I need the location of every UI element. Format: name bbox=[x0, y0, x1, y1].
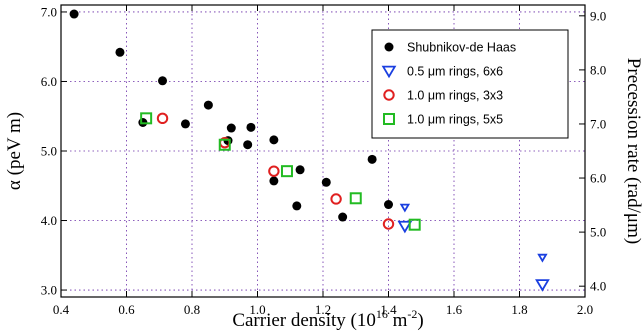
data-point bbox=[296, 165, 305, 174]
legend-label: Shubnikov-de Haas bbox=[407, 41, 516, 55]
data-point bbox=[331, 194, 340, 203]
data-point bbox=[115, 48, 124, 57]
y-tick-label-left: 7.0 bbox=[41, 4, 57, 19]
x-tick-label: 1.6 bbox=[446, 302, 463, 317]
y-tick-label-right: 9.0 bbox=[590, 8, 606, 23]
data-point bbox=[269, 166, 278, 175]
data-point bbox=[158, 114, 167, 123]
legend-label: 0.5 μm rings, 6x6 bbox=[407, 65, 503, 79]
legend: Shubnikov-de Haas 0.5 μm rings, 6x6 1.0 μm… bbox=[372, 30, 568, 138]
x-axis-title: Carrier density (1016 m-2) bbox=[232, 307, 423, 331]
legend-marker bbox=[385, 43, 394, 52]
legend-label: 1.0 μm rings, 5x5 bbox=[407, 113, 503, 127]
data-point bbox=[322, 178, 331, 187]
data-point bbox=[269, 176, 278, 185]
y-tick-label-right: 5.0 bbox=[590, 225, 606, 240]
data-point bbox=[368, 155, 377, 164]
data-point bbox=[246, 123, 255, 132]
x-tick-label: 0.8 bbox=[184, 302, 200, 317]
data-point bbox=[269, 135, 278, 144]
data-point bbox=[384, 200, 393, 209]
y-tick-label-left: 3.0 bbox=[41, 283, 57, 298]
y-tick-label-right: 4.0 bbox=[590, 279, 606, 294]
x-tick-label: 0.4 bbox=[53, 302, 70, 317]
data-point bbox=[384, 219, 393, 228]
data-point bbox=[282, 166, 292, 176]
data-point bbox=[243, 140, 252, 149]
data-point bbox=[539, 255, 546, 261]
data-point bbox=[70, 10, 79, 19]
data-point bbox=[227, 124, 236, 133]
legend-label: 1.0 μm rings, 3x3 bbox=[407, 89, 503, 103]
y-tick-label-right: 6.0 bbox=[590, 171, 606, 186]
y-axis-title-left: α (peV m) bbox=[4, 112, 25, 190]
data-point bbox=[351, 193, 361, 203]
y-tick-label-right: 8.0 bbox=[590, 62, 606, 77]
y-tick-label-left: 4.0 bbox=[41, 213, 57, 228]
data-point bbox=[338, 213, 347, 222]
x-tick-label: 2.0 bbox=[577, 302, 593, 317]
y-axis-title-right: Precession rate (rad/μm) bbox=[623, 58, 642, 244]
data-point bbox=[181, 119, 190, 128]
data-point bbox=[158, 76, 167, 85]
data-point bbox=[401, 205, 408, 211]
y-tick-label-left: 5.0 bbox=[41, 144, 57, 159]
y-tick-label-right: 7.0 bbox=[590, 116, 606, 131]
data-point bbox=[537, 280, 549, 290]
y-tick-label-left: 6.0 bbox=[41, 74, 57, 89]
x-tick-label: 0.6 bbox=[118, 302, 135, 317]
data-point bbox=[292, 201, 301, 210]
data-point bbox=[204, 101, 213, 110]
x-tick-label: 1.8 bbox=[511, 302, 527, 317]
